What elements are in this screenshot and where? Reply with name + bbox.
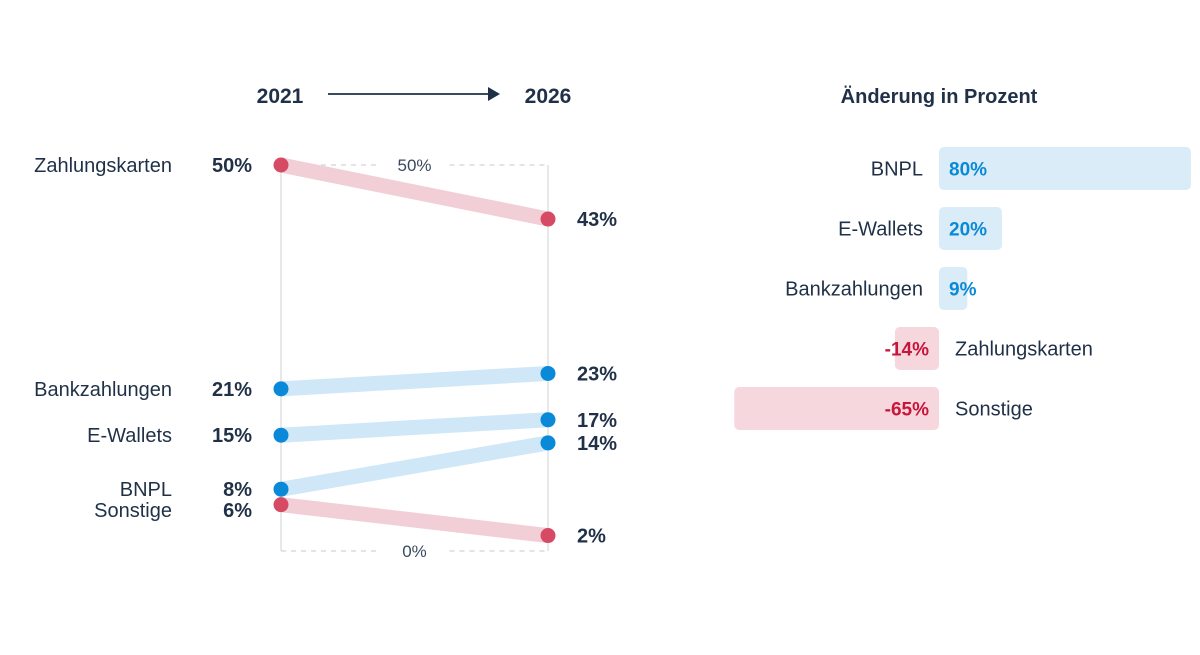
bar-chart-title: Änderung in Prozent — [841, 85, 1038, 108]
series-zahlungskarten-name: Zahlungskarten — [34, 155, 172, 177]
year-label-start: 2021 — [257, 85, 304, 108]
series-bnpl-value-2026: 14% — [577, 433, 617, 455]
bar-bnpl — [939, 147, 1191, 190]
series-bnpl-value-2021: 8% — [223, 479, 252, 501]
reference-label-50: 50% — [397, 156, 431, 175]
bar-bankzahlungen — [939, 267, 968, 310]
reference-label-0: 0% — [402, 542, 427, 561]
series-zahlungskarten-point-2026 — [540, 211, 556, 227]
series-bnpl-line — [279, 435, 550, 497]
bar-sonstige-label: Sonstige — [955, 399, 1033, 421]
series-bnpl-point-2026 — [540, 435, 556, 451]
bar-bnpl-label: BNPL — [871, 159, 923, 181]
series-e-wallets-value-2026: 17% — [577, 410, 617, 432]
bar-e-wallets — [939, 207, 1002, 250]
year-label-end: 2026 — [525, 85, 572, 108]
change-bar-chart: Änderung in Prozent 80% BNPL 20% E-Wallets 9… — [734, 85, 1191, 430]
series-e-wallets-point-2026 — [540, 412, 556, 428]
series-e-wallets-name: E-Wallets — [87, 425, 172, 447]
series-sonstige-point-2026 — [540, 528, 556, 544]
bar-zahlungskarten-label: Zahlungskarten — [955, 339, 1093, 361]
bar-bankzahlungen-value: 9% — [949, 280, 977, 301]
bar-zahlungskarten — [894, 327, 939, 370]
bar-e-wallets-label: E-Wallets — [838, 219, 923, 241]
series-bankzahlungen-name: Bankzahlungen — [34, 379, 172, 401]
series-e-wallets-value-2021: 15% — [212, 425, 252, 447]
series-e-wallets-line — [280, 412, 549, 443]
bar-sonstige — [734, 387, 939, 430]
bar-sonstige-value: -65% — [885, 400, 929, 421]
bar-bankzahlungen-label: Bankzahlungen — [785, 279, 923, 301]
bar-bnpl-value: 80% — [949, 160, 987, 181]
slope-lines — [273, 157, 556, 544]
series-bankzahlungen-line — [280, 365, 549, 397]
bar-zahlungskarten-value: -14% — [885, 340, 929, 361]
series-zahlungskarten-line — [279, 157, 550, 227]
series-sonstige-value-2021: 6% — [223, 500, 252, 522]
series-zahlungskarten-value-2026: 43% — [577, 209, 617, 231]
arrow-head-icon — [488, 87, 500, 101]
series-sonstige-point-2021 — [273, 497, 289, 513]
series-bankzahlungen-point-2026 — [540, 365, 556, 381]
series-bnpl-point-2021 — [273, 481, 289, 497]
series-sonstige-value-2026: 2% — [577, 526, 606, 548]
bar-e-wallets-value: 20% — [949, 220, 987, 241]
series-bnpl-name: BNPL — [120, 479, 172, 501]
slope-grid: 50% 0% — [280, 156, 549, 561]
series-zahlungskarten-point-2021 — [273, 157, 289, 173]
slope-labels: Zahlungskarten 50% 43% Bankzahlungen 21% 23% E… — [34, 155, 617, 548]
slope-chart: 2021 2026 50% 0% Zahlungskarten 50% 43% Bank… — [34, 85, 617, 561]
series-bankzahlungen-value-2026: 23% — [577, 363, 617, 385]
series-e-wallets-point-2021 — [273, 427, 289, 443]
bars: 80% BNPL 20% E-Wallets 9% Bankzahlungen -14% Za… — [734, 147, 1191, 430]
series-sonstige-name: Sonstige — [94, 500, 172, 522]
series-sonstige-line — [280, 497, 549, 544]
series-zahlungskarten-value-2021: 50% — [212, 155, 252, 177]
series-bankzahlungen-point-2021 — [273, 381, 289, 397]
series-bankzahlungen-value-2021: 21% — [212, 379, 252, 401]
